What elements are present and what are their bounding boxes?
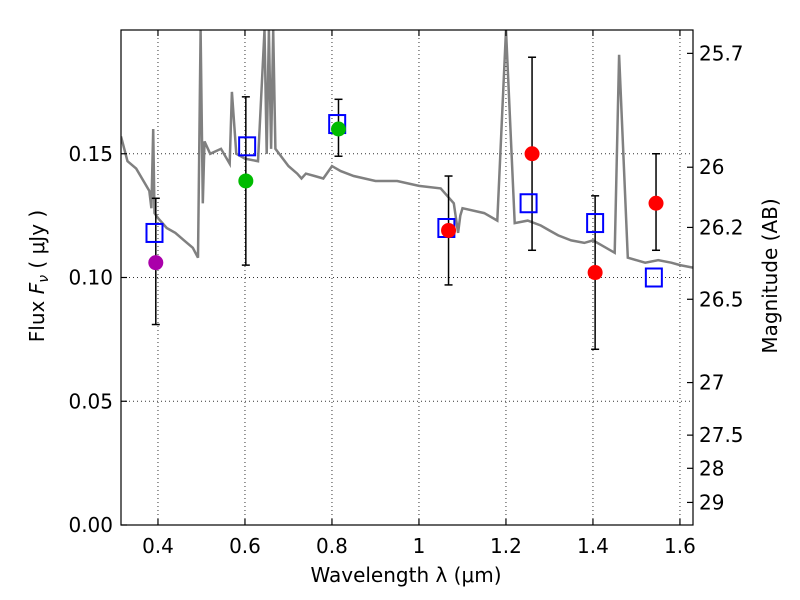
y2-tick-label-2: 26.2: [699, 215, 744, 239]
y2-tick-label-1: 26: [699, 155, 724, 179]
x-tick-label-6: 1.6: [664, 534, 696, 558]
x-tick-label-3: 1: [413, 534, 426, 558]
x-tick-label-0: 0.4: [142, 534, 174, 558]
observed-point-0: [148, 255, 164, 271]
axes-layer: 0.4 0.6 0.8 1 1.2 1.4 1.6 0.00 0.05 0.10 0.15 25.7 2…: [68, 29, 744, 558]
plot-frame: [120, 29, 694, 526]
y-tick-label-3: 0.15: [68, 142, 113, 166]
points-layer: [145, 56, 664, 351]
model-point-6: [644, 267, 663, 288]
y-axis-title-symbol: F: [25, 282, 49, 294]
observed-point-4: [524, 146, 540, 162]
y2-tick-label-5: 27.5: [699, 423, 744, 447]
y2-axis-title: Magnitude (AB): [758, 198, 782, 353]
grid-layer: [121, 30, 693, 525]
x-axis-title: Wavelength λ (μm): [310, 563, 501, 587]
x-tick-label-2: 0.8: [316, 534, 348, 558]
y-axis-title-subscript: ν: [36, 275, 52, 283]
y-tick-label-2: 0.10: [68, 266, 113, 290]
y-axis-title: Flux Fν ( μJy ): [25, 210, 52, 342]
model-point-4: [519, 193, 538, 214]
observed-point-1: [238, 173, 254, 189]
y-axis-title-unit: ( μJy ): [25, 210, 49, 275]
y2-tick-label-6: 28: [699, 456, 724, 480]
model-spectrum-line: [121, 30, 693, 269]
y2-tick-label-3: 26.5: [699, 287, 744, 311]
observed-point-5: [587, 265, 603, 281]
model-point-1: [238, 136, 257, 157]
y2-tick-label-0: 25.7: [699, 41, 744, 65]
x-tick-label-4: 1.2: [490, 534, 522, 558]
observed-point-6: [648, 195, 664, 211]
y-tick-label-1: 0.05: [68, 389, 113, 413]
y-tick-label-0: 0.00: [68, 513, 113, 537]
model-point-5: [586, 213, 605, 234]
y-axis-title-prefix: Flux: [25, 294, 49, 342]
y2-tick-label-4: 27: [699, 371, 724, 395]
x-tick-label-5: 1.4: [577, 534, 609, 558]
model-point-0: [145, 222, 164, 243]
observed-point-2: [330, 121, 346, 137]
y2-tick-label-7: 29: [699, 490, 724, 514]
x-tick-label-1: 0.6: [229, 534, 261, 558]
spectrum-layer: [121, 30, 693, 269]
observed-point-3: [441, 222, 457, 238]
